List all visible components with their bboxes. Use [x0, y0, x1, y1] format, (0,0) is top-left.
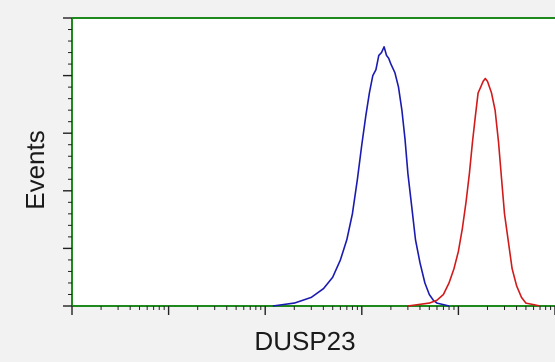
sample-histogram-line [407, 77, 541, 307]
x-axis-ticks [71, 306, 555, 315]
x-axis-label: DUSP23 [254, 326, 355, 356]
plot-background [72, 18, 555, 306]
y-axis-label: Events [20, 130, 50, 210]
plot-frame [71, 17, 555, 307]
control-histogram-line [272, 45, 450, 307]
series-layer [272, 45, 541, 307]
y-axis-ticks [63, 17, 72, 307]
